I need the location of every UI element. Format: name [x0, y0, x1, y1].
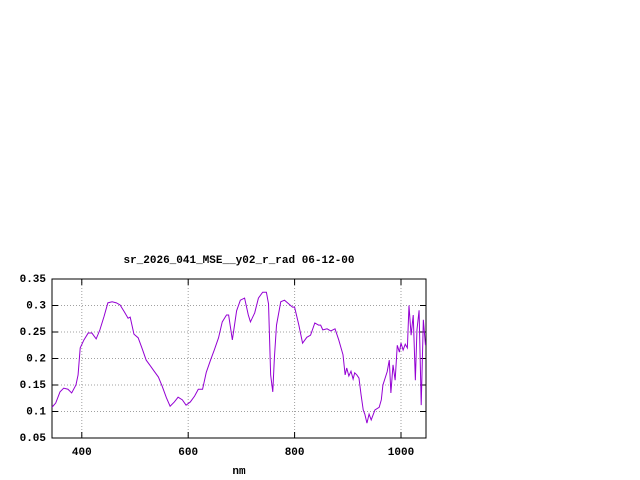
x-axis-label: nm	[232, 466, 246, 478]
x-tick-label: 1000	[388, 447, 414, 459]
y-tick-label: 0.1	[26, 406, 46, 418]
y-tick-label: 0.05	[20, 433, 47, 445]
plot-border	[51, 278, 427, 439]
x-tick-label: 800	[285, 447, 305, 459]
y-tick-label: 0.25	[20, 327, 47, 339]
y-tick-label: 0.35	[20, 274, 47, 286]
chart-title: sr_2026_041_MSE__y02_r_rad 06-12-00	[123, 255, 354, 267]
y-tick-label: 0.3	[26, 300, 46, 312]
y-tick-label: 0.2	[26, 353, 46, 365]
x-tick-label: 600	[178, 447, 198, 459]
data-line	[51, 291, 426, 424]
y-tick-label: 0.15	[20, 380, 47, 392]
x-tick-label: 400	[72, 447, 92, 459]
